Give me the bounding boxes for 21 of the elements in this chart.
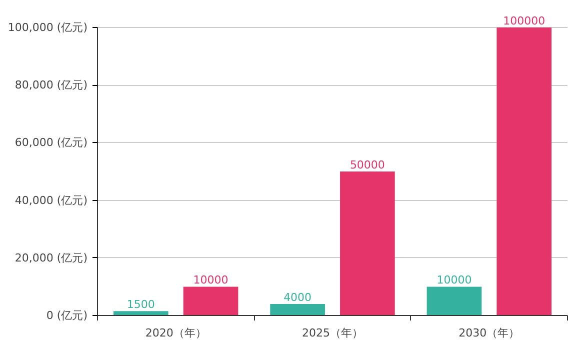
bar [113,311,168,316]
bar [270,304,325,316]
y-tick-label: 40,000 (亿元) [14,194,88,207]
data-label: 1500 [126,298,155,312]
y-tick-label: 60,000 (亿元) [14,136,88,150]
x-tick-label: 2020（年） [145,326,206,340]
x-tick-label: 2030（年） [458,326,520,340]
data-label: 50000 [350,158,385,172]
y-tick-label: 0 (亿元) [46,309,88,322]
bar [426,286,482,316]
bar [496,28,552,316]
bar [183,286,238,316]
data-label: 10000 [193,274,228,287]
data-label: 100000 [503,14,546,28]
y-tick-label: 80,000 (亿元) [14,78,88,92]
data-label: 10000 [436,274,472,287]
x-tick-label: 2025（年） [302,326,364,340]
data-label: 4000 [284,290,312,304]
bar [340,172,395,316]
y-tick-label: 20,000 (亿元) [14,251,88,264]
y-tick-label: 100,000 (亿元) [8,21,88,34]
